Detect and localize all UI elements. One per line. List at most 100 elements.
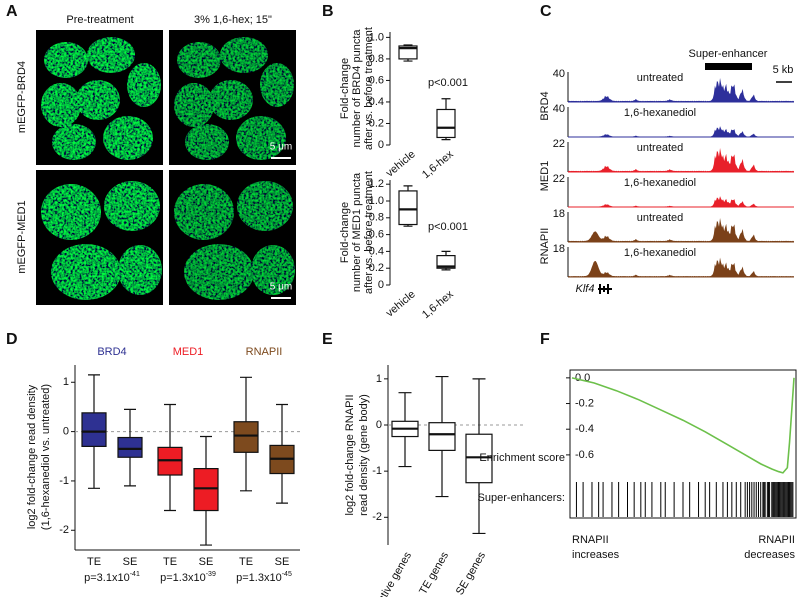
- upper-whisker: [441, 98, 451, 110]
- y-axis-label: number of BRD4 puncta: [351, 29, 363, 148]
- lower-whisker: [276, 473, 288, 504]
- upper-whisker: [403, 185, 413, 191]
- x-tick-label: TE: [163, 556, 177, 568]
- group-label: MED1: [173, 346, 204, 358]
- y-tick-label: 1: [376, 373, 382, 385]
- lower-whisker: [472, 482, 486, 535]
- lower-whisker: [200, 510, 212, 546]
- box: [465, 433, 493, 484]
- region-label: Super-enhancer: [689, 48, 768, 60]
- lower-whisker: [164, 475, 176, 512]
- track-scale: 22: [553, 173, 565, 185]
- y-axis-label: (1,6-hexanediol vs. untreated): [40, 384, 52, 530]
- track-condition: 1,6-hexanediol: [624, 177, 696, 189]
- signal-track: [568, 126, 794, 137]
- y-tick-label: -0.2: [575, 397, 594, 409]
- y-axis-label: number of MED1 puncta: [351, 172, 363, 292]
- super-enhancer-bar: [705, 63, 752, 70]
- track-scale: 40: [553, 103, 565, 115]
- annotation: p<0.001: [428, 221, 468, 233]
- y-tick-label: 0.4: [369, 96, 384, 108]
- scale-bar-label: 5 kb: [773, 64, 794, 76]
- p-value-base: p=3.1x10: [84, 572, 130, 584]
- p-value-base: p=1.3x10: [236, 572, 282, 584]
- y-tick-label: 0.2: [369, 117, 384, 129]
- y-tick-label: 1.0: [369, 31, 384, 43]
- panel-label: E: [322, 331, 333, 348]
- upper-whisker: [200, 435, 212, 469]
- y-axis-label: read density (gene body): [358, 394, 370, 516]
- panel-label: D: [6, 331, 18, 348]
- lower-whisker: [435, 450, 449, 498]
- upper-whisker: [441, 250, 451, 256]
- scale-bar-label: 5 μm: [270, 142, 292, 153]
- box: [117, 436, 143, 458]
- track-group-label: RNAPII: [539, 228, 551, 265]
- y-tick-label: 1.2: [369, 178, 384, 190]
- upper-whisker: [276, 403, 288, 446]
- panel-label: A: [6, 3, 18, 20]
- track-condition: untreated: [637, 72, 683, 84]
- p-value: p=1.3x10-39: [160, 571, 216, 584]
- p-value: p=1.3x10-45: [236, 571, 292, 584]
- row-label: mEGFP-BRD4: [16, 61, 28, 133]
- track-scale: 18: [553, 208, 565, 220]
- lower-whisker: [124, 457, 136, 487]
- upper-whisker: [164, 403, 176, 448]
- lower-whisker: [240, 452, 252, 492]
- upper-whisker: [240, 376, 252, 422]
- x-tick-label: SE genes: [454, 550, 488, 597]
- signal-track: [568, 218, 794, 242]
- annotation: p<0.001: [428, 77, 468, 89]
- track-condition: 1,6-hexanediol: [624, 247, 696, 259]
- x-tick-label: TE genes: [417, 550, 451, 597]
- box: [428, 422, 456, 451]
- upper-whisker: [472, 378, 486, 435]
- y-axis-label: after vs. before treatment: [363, 27, 375, 150]
- x-end-label: decreases: [744, 549, 795, 561]
- y-tick-label: 0.6: [369, 229, 384, 241]
- x-tick-label: TE: [87, 556, 101, 568]
- x-tick-label: All active genes: [365, 550, 414, 597]
- column-title: 3% 1,6-hex; 15": [194, 14, 272, 26]
- y-tick-label: -0.6: [575, 449, 594, 461]
- box: [436, 255, 456, 269]
- x-tick-label: SE: [199, 556, 214, 568]
- y-tick-label: -1: [59, 475, 69, 487]
- plot-frame: [569, 369, 797, 519]
- column-title: Pre-treatment: [66, 14, 133, 26]
- box: [233, 421, 259, 453]
- track-group-label: BRD4: [539, 91, 551, 120]
- x-end-label: RNAPII: [572, 534, 609, 546]
- upper-whisker: [124, 408, 136, 438]
- y-axis-label: Fold-change: [339, 202, 351, 263]
- track-condition: untreated: [637, 142, 683, 154]
- y-axis-label: after vs. before treatment: [363, 171, 375, 294]
- y-axis-label: log2 fold-change RNAPII: [344, 394, 356, 515]
- p-value-base: p=1.3x10: [160, 572, 206, 584]
- panel-label: F: [540, 331, 550, 348]
- y-tick-label: 0: [63, 426, 69, 438]
- upper-whisker: [88, 374, 100, 413]
- signal-track: [568, 196, 794, 207]
- x-tick-label: 1,6-hex: [420, 288, 456, 321]
- y-axis-label: log2 fold-change read density: [26, 384, 38, 529]
- track-condition: 1,6-hexanediol: [624, 107, 696, 119]
- row-label: mEGFP-MED1: [16, 200, 28, 273]
- hits-label: Super-enhancers:: [478, 492, 565, 504]
- y-tick-label: -2: [59, 524, 69, 536]
- x-tick-label: TE: [239, 556, 253, 568]
- lower-whisker: [398, 436, 412, 468]
- track-condition: untreated: [637, 212, 683, 224]
- signal-track: [568, 257, 794, 277]
- y-tick-label: 0: [378, 139, 384, 151]
- track-group-label: MED1: [539, 161, 551, 192]
- upper-whisker: [435, 375, 449, 423]
- x-tick-label: SE: [123, 556, 138, 568]
- p-value: p=3.1x10-41: [84, 571, 140, 584]
- y-tick-label: 0.8: [369, 212, 384, 224]
- x-end-label: RNAPII: [758, 534, 795, 546]
- panel-label: C: [540, 3, 552, 20]
- upper-whisker: [398, 392, 412, 422]
